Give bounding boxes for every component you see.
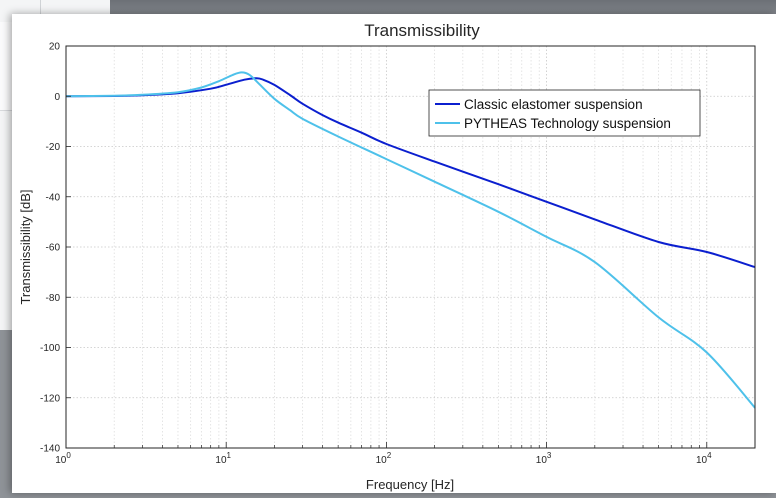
y-tick-label: -20 [46,142,61,153]
y-tick-label: 0 [54,92,60,103]
y-tick-label: -40 [46,192,61,203]
x-axis-label: Frequency [Hz] [366,477,454,492]
legend: Classic elastomer suspension PYTHEAS Tec… [428,89,701,137]
figure-window: Transmissibility 20 0 -20 -40 -60 -80 -100 -120… [12,14,776,493]
y-tick-label: -60 [46,243,61,254]
x-tick-label: 102 [376,451,392,466]
legend-box [428,89,701,137]
y-tick-label: 20 [49,42,61,53]
legend-entry-pytheas: PYTHEAS Technology suspension [464,116,671,131]
x-tick-label: 101 [215,451,231,466]
y-tick-label: -140 [40,444,60,455]
series-line-classic [65,77,756,269]
x-tick-label: 104 [696,451,712,466]
y-axis-label: Transmissibility [dB] [18,189,33,304]
y-axis: 20 0 -20 -40 -60 -80 -100 -120 -140 [40,42,71,455]
legend-entry-classic: Classic elastomer suspension [464,97,643,112]
y-tick-label: -80 [46,293,61,304]
transmissibility-chart: Transmissibility 20 0 -20 -40 -60 -80 -100 -120… [18,21,756,492]
y-tick-label: -120 [40,393,60,404]
series-lines [65,71,756,409]
series-line-pytheas [65,71,756,409]
y-tick-label: -100 [40,343,60,354]
x-axis: 100 101 102 103 104 [55,442,756,466]
x-tick-label: 103 [536,451,552,466]
chart-title: Transmissibility [364,21,480,40]
